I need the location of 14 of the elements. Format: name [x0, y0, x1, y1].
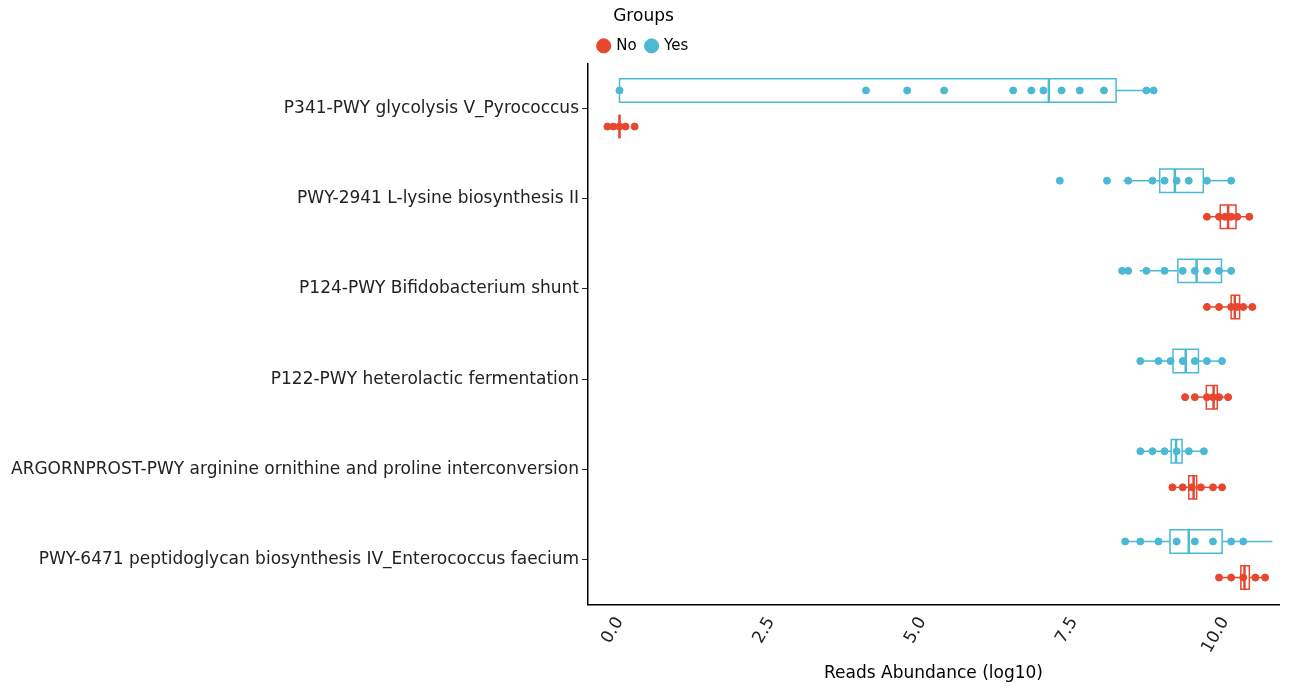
y-tick-label: P122-PWY heterolactic fermentation	[270, 367, 580, 388]
legend-label: Yes	[663, 35, 689, 54]
x-tick-label: 7.5	[1050, 612, 1081, 647]
x-axis-title: Reads Abundance (log10)	[824, 662, 1043, 683]
y-tick-label: P124-PWY Bifidobacterium shunt	[299, 277, 580, 298]
legend-label: No	[616, 35, 637, 54]
y-tick-label: P341-PWY glycolysis V_Pyrococcus	[283, 96, 580, 118]
x-tick-label: 5.0	[898, 612, 930, 647]
legend-title: Groups	[613, 4, 674, 25]
y-tick-label: ARGORNPROST-PWY arginine ornithine and proline interconversion	[11, 457, 580, 478]
x-tick-label: 0.0	[595, 612, 627, 647]
y-tick-label: PWY-6471 peptidoglycan biosynthesis IV_Enterococcus faecium	[38, 547, 580, 569]
y-tick-label: PWY-2941 L-lysine biosynthesis II	[297, 187, 580, 208]
x-tick-label: 2.5	[747, 612, 779, 647]
